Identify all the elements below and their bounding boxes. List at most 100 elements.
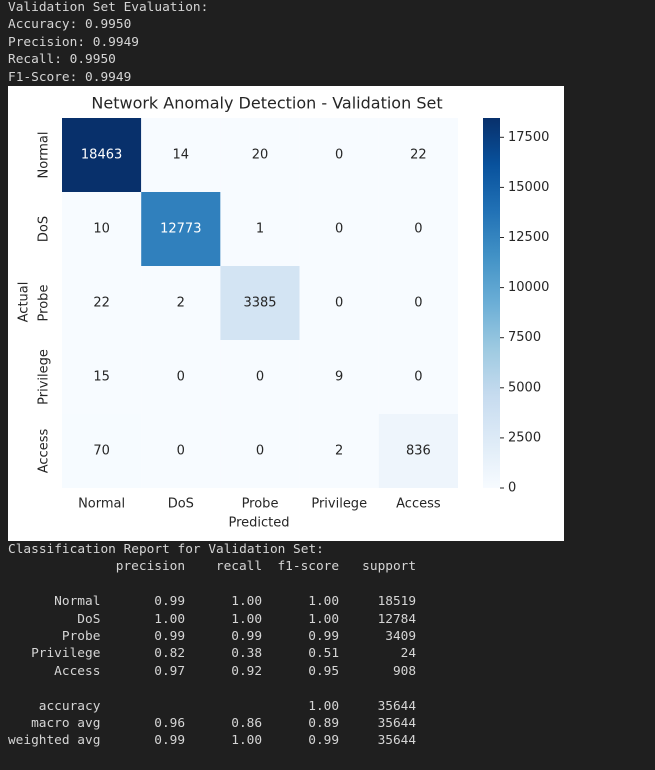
cell-label: 0 [414, 370, 422, 385]
heatmap-cell [378, 192, 458, 266]
cell-label: 14 [173, 148, 190, 163]
row-label: Access [54, 663, 101, 679]
cell-label: 15 [93, 370, 110, 385]
cell-label: 2 [335, 444, 343, 459]
chart: Network Anomaly Detection - Validation S… [17, 94, 550, 531]
cell-label: 1 [256, 222, 264, 237]
report-header: recall [215, 559, 263, 575]
row-label: Privilege [31, 646, 101, 662]
heatmap-cell [220, 414, 300, 488]
heatmap-cell [62, 414, 142, 488]
y-tick-label: Privilege [37, 349, 52, 405]
row-label: Probe [61, 629, 101, 644]
heatmap-cell [299, 340, 379, 414]
heatmap-cell [299, 118, 379, 192]
cell-label: 0 [414, 222, 422, 237]
cell-label: 0 [256, 370, 264, 385]
heatmap-cell [141, 118, 221, 192]
y-tick-label: Probe [37, 285, 52, 322]
report-value: 0.97 [154, 663, 186, 679]
y-tick-label: DoS [37, 216, 52, 242]
row-label: weighted avg [7, 733, 101, 749]
x-tick-label: Probe [242, 497, 279, 512]
report-value: 0.99 [308, 733, 340, 749]
report-value: 35644 [377, 698, 417, 714]
heatmap-cell [378, 118, 458, 192]
x-tick-label: Privilege [311, 497, 367, 512]
metric-line: Recall: 0.9950 [8, 52, 116, 68]
report-value: 12784 [377, 611, 417, 627]
report-value: 18519 [377, 594, 417, 610]
cell-label: 18463 [81, 148, 122, 163]
x-axis-label: Predicted [228, 516, 289, 531]
cell-label: 0 [177, 370, 185, 385]
heatmap-cell [141, 192, 221, 266]
colorbar [483, 118, 500, 488]
report-value: 0.96 [154, 716, 186, 731]
heatmap-cell [299, 192, 379, 266]
report-value: 0.38 [231, 646, 263, 662]
metric-line: Accuracy: 0.9950 [8, 17, 132, 33]
row-label: Normal [54, 594, 101, 610]
cell-label: 0 [335, 148, 343, 163]
metric-line: Precision: 0.9949 [8, 34, 139, 50]
heatmap-cell [141, 414, 221, 488]
report-value: 0.89 [308, 716, 340, 731]
y-tick-label: Normal [37, 131, 52, 178]
row-label: accuracy [38, 698, 101, 714]
report-value: 0.99 [231, 629, 263, 644]
report-header: precision [115, 559, 186, 575]
cell-label: 22 [93, 296, 110, 311]
row-label: macro avg [31, 716, 101, 731]
heatmap-cell [62, 118, 142, 192]
chart-image: Network Anomaly Detection - Validation S… [8, 86, 564, 541]
colorbar-tick-label: 10000 [508, 280, 549, 295]
heatmap-cell [299, 414, 379, 488]
cell-label: 0 [256, 444, 264, 459]
report-value: 0.95 [308, 663, 340, 679]
heatmap-cell [378, 340, 458, 414]
report-value: 35644 [377, 716, 417, 731]
chart-title: Network Anomaly Detection - Validation S… [91, 94, 442, 113]
heatmap-cell [220, 192, 300, 266]
report-value: 1.00 [308, 698, 340, 714]
heatmap-cell [141, 266, 221, 340]
cell-label: 20 [252, 148, 269, 163]
heatmap-cell [299, 266, 379, 340]
report-value: 0.99 [154, 594, 186, 610]
report-value: 0.82 [154, 646, 186, 662]
y-tick-label: Access [37, 429, 52, 474]
heatmap-cell [378, 414, 458, 488]
heatmap-cell [220, 340, 300, 414]
colorbar-tick-label: 17500 [508, 130, 549, 145]
heatmap-cell [141, 340, 221, 414]
report-value: 0.99 [154, 733, 186, 749]
cell-label: 22 [410, 148, 427, 163]
report-header: support [362, 559, 417, 575]
report-value: 0.99 [154, 629, 186, 644]
cell-label: 70 [93, 444, 110, 459]
report-value: 1.00 [231, 611, 263, 627]
cell-label: 10 [93, 222, 110, 237]
cell-label: 0 [177, 444, 185, 459]
heatmap-cell [62, 266, 142, 340]
report-value: 1.00 [154, 611, 186, 627]
section-title: Validation Set Evaluation: [8, 0, 209, 15]
report-value: 1.00 [308, 611, 340, 627]
cell-label: 0 [335, 296, 343, 311]
report-value: 24 [400, 646, 417, 662]
report-value: 3409 [385, 629, 417, 644]
cell-label: 9 [335, 370, 343, 385]
heatmap-cell [62, 340, 142, 414]
report-value: 1.00 [231, 733, 263, 749]
cell-label: 12773 [160, 222, 201, 237]
cell-label: 836 [406, 444, 431, 459]
cell-label: 0 [414, 296, 422, 311]
colorbar-tick-label: 12500 [508, 230, 549, 245]
report-value: 1.00 [231, 594, 263, 610]
heatmap-cell [220, 266, 300, 340]
report-value: 0.86 [231, 716, 263, 731]
report-value: 0.99 [308, 629, 340, 644]
colorbar-tick-label: 7500 [508, 330, 541, 345]
